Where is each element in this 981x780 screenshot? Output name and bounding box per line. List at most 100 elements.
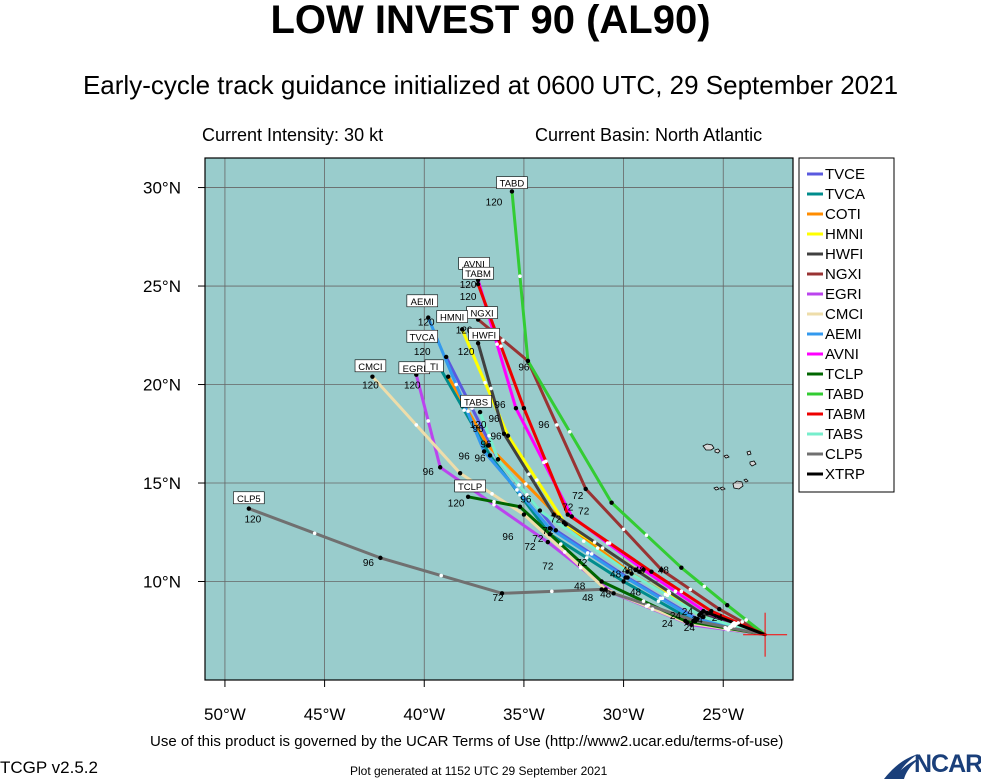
- track-12h-mark: [499, 344, 503, 348]
- model-end-label-box: [496, 176, 528, 189]
- track-24h-mark: [495, 457, 501, 462]
- forecast-hour-label: 96: [459, 451, 471, 462]
- track-12h-mark: [525, 493, 529, 497]
- track-12h-mark: [492, 502, 496, 507]
- track-12h-mark: [489, 386, 493, 391]
- track-12h-mark: [518, 274, 522, 278]
- track-12h-mark: [723, 626, 728, 630]
- track-24h-mark: [565, 512, 570, 517]
- legend-label-hwfi: HWFI: [825, 246, 863, 263]
- terms-of-use: Use of this product is governed by the U…: [150, 733, 784, 750]
- track-12h-mark: [555, 423, 559, 427]
- track-12h-mark: [744, 618, 748, 622]
- legend-label-coti: COTI: [825, 206, 861, 223]
- x-tick-label: 45°W: [304, 705, 346, 724]
- track-24h-mark: [641, 567, 646, 572]
- track-24h-mark: [475, 340, 481, 346]
- legend-label-egri: EGRI: [825, 286, 862, 303]
- legend-label-tabs: TABS: [825, 426, 863, 443]
- cape-verde-island: [746, 450, 752, 456]
- forecast-hour-label: 48: [634, 566, 646, 577]
- track-12h-mark: [312, 531, 317, 536]
- x-tick-label: 35°W: [503, 705, 545, 724]
- current-basin: Current Basin: North Atlantic: [535, 125, 763, 145]
- model-end-label: HWFI: [472, 330, 496, 341]
- track-12h-mark: [487, 433, 491, 438]
- track-24h-mark: [689, 622, 694, 628]
- cape-verde-island: [723, 454, 730, 459]
- plot-frame: [204, 157, 794, 681]
- track-12h-mark: [595, 546, 600, 550]
- forecast-hour-label: 72: [524, 542, 536, 553]
- generated-timestamp: Plot generated at 1152 UTC 29 September …: [350, 764, 608, 778]
- track-12h-mark: [490, 492, 494, 496]
- forecast-hour-label: 120: [460, 292, 477, 303]
- track-24h-mark: [525, 358, 531, 364]
- y-tick-label: 10°N: [143, 573, 181, 592]
- track-24h-mark: [370, 374, 375, 379]
- model-end-label: TABM: [465, 269, 491, 280]
- track-12h-mark: [679, 589, 684, 594]
- model-end-label-box: [454, 479, 486, 493]
- track-24h-mark: [621, 579, 626, 584]
- forecast-hour-label: 72: [578, 507, 590, 518]
- forecast-hour-label: 96: [538, 420, 550, 431]
- track-24h-mark: [649, 569, 654, 574]
- track-24h-mark: [459, 327, 465, 332]
- track-24h-mark: [583, 486, 588, 492]
- track-12h-mark: [732, 624, 736, 628]
- track-12h-mark: [495, 342, 499, 346]
- track-12h-mark: [492, 499, 496, 504]
- track-24h-mark: [477, 409, 483, 415]
- track-24h-mark: [521, 512, 527, 517]
- track-24h-mark: [603, 587, 608, 592]
- track-24h-mark: [551, 512, 557, 517]
- legend-label-avni: AVNI: [825, 346, 859, 363]
- x-tick-label: 40°W: [403, 705, 445, 724]
- forecast-hour-label: 120: [418, 317, 435, 328]
- legend-label-tclp: TCLP: [825, 366, 863, 383]
- track-12h-mark: [578, 565, 583, 570]
- forecast-hour-label: 120: [458, 347, 475, 358]
- forecast-hour-label: 96: [363, 558, 375, 569]
- track-24h-mark: [569, 514, 574, 519]
- track-12h-mark: [658, 596, 663, 601]
- track-12h-mark: [607, 541, 612, 545]
- track-24h-mark: [701, 608, 706, 614]
- track-12h-mark: [585, 551, 590, 555]
- model-end-label-box: [406, 329, 438, 343]
- track-24h-mark: [659, 567, 664, 572]
- version-label: TCGP v2.5.2: [0, 758, 98, 777]
- ncar-logo-text: NCAR: [914, 750, 981, 778]
- track-24h-mark: [485, 443, 491, 448]
- forecast-hour-label: 72: [492, 593, 504, 604]
- track-12h-mark: [454, 382, 458, 387]
- y-tick-label: 15°N: [143, 474, 181, 493]
- forecast-hour-label: 24: [682, 607, 694, 618]
- track-12h-mark: [550, 589, 554, 594]
- track-24h-mark: [465, 494, 471, 500]
- forecast-hour-label: 72: [576, 558, 588, 569]
- forecast-hour-label: 72: [532, 534, 544, 545]
- track-24h-mark: [705, 610, 710, 616]
- track-24h-mark: [499, 591, 505, 596]
- track-12h-mark: [650, 607, 655, 611]
- forecast-hour-label: 24: [670, 611, 682, 622]
- model-end-label: TI: [430, 362, 438, 373]
- cape-verde-island: [719, 486, 726, 491]
- model-end-label: NGXI: [470, 309, 493, 320]
- track-12h-mark: [736, 621, 740, 625]
- track-24h-mark: [246, 506, 252, 511]
- y-tick-label: 20°N: [143, 376, 181, 395]
- chart-subtitle: Early-cycle track guidance initialized a…: [82, 70, 899, 100]
- forecast-hour-label: 48: [574, 581, 586, 592]
- track-24h-mark: [378, 555, 383, 561]
- forecast-hour-label: 96: [423, 467, 435, 478]
- track-12h-mark: [740, 620, 744, 624]
- forecast-hour-label: 96: [518, 363, 530, 374]
- cape-verde-island: [749, 460, 757, 467]
- ncar-logo: [884, 754, 920, 779]
- forecast-hour-label: 24: [662, 619, 674, 630]
- forecast-hour-label: 48: [658, 566, 670, 577]
- track-24h-mark: [475, 281, 481, 287]
